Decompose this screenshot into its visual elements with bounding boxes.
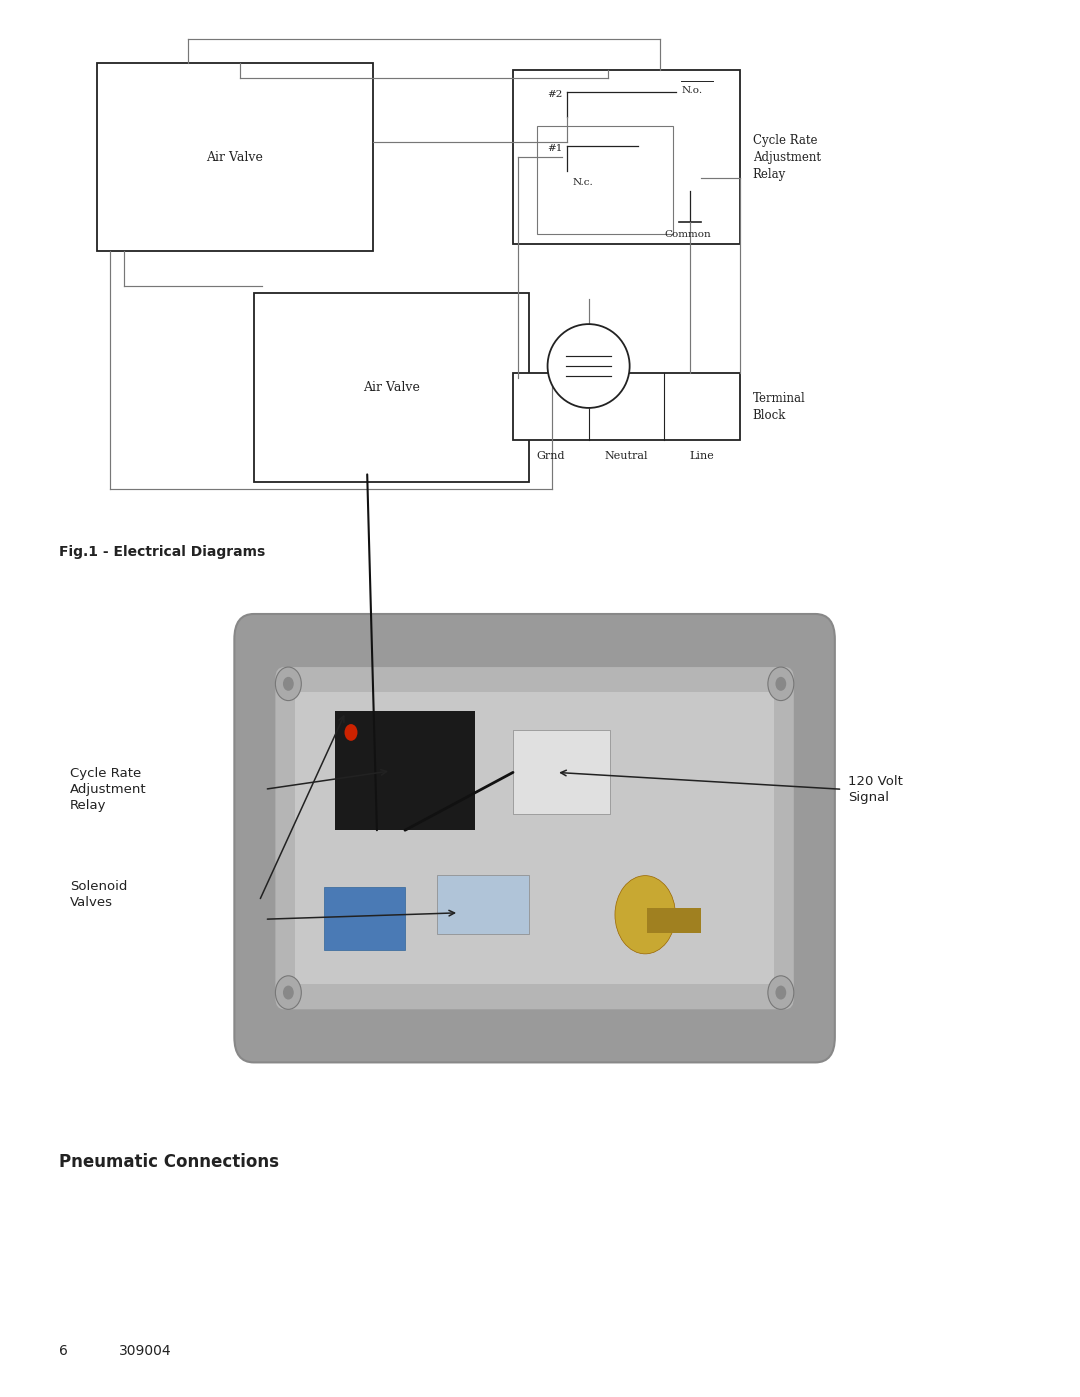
Circle shape <box>775 678 786 692</box>
Bar <box>437 875 529 933</box>
Circle shape <box>345 724 357 740</box>
Bar <box>647 908 701 933</box>
Bar <box>335 711 475 830</box>
Text: Cycle Rate
Adjustment
Relay: Cycle Rate Adjustment Relay <box>753 134 821 180</box>
FancyBboxPatch shape <box>234 615 835 1062</box>
Bar <box>97 63 373 251</box>
Text: 120 Volt
Signal: 120 Volt Signal <box>848 775 903 803</box>
Text: 6: 6 <box>59 1344 68 1358</box>
Text: Air Valve: Air Valve <box>363 381 420 394</box>
Text: Fig.1 - Electrical Diagrams: Fig.1 - Electrical Diagrams <box>59 545 266 559</box>
Circle shape <box>775 985 786 999</box>
Text: Pneumatic Connections: Pneumatic Connections <box>59 1153 280 1171</box>
Text: N.o.: N.o. <box>681 85 703 95</box>
Circle shape <box>283 985 294 999</box>
Circle shape <box>275 975 301 1009</box>
Text: Solenoid
Valves: Solenoid Valves <box>70 880 127 908</box>
Text: #1: #1 <box>548 144 563 154</box>
Circle shape <box>615 876 675 954</box>
Bar <box>513 373 740 440</box>
Bar <box>254 293 529 482</box>
Text: Line: Line <box>690 451 714 461</box>
Circle shape <box>768 975 794 1009</box>
Text: Neutral: Neutral <box>605 451 648 461</box>
Text: Air Valve: Air Valve <box>206 151 264 163</box>
Bar <box>295 692 774 983</box>
Text: 309004: 309004 <box>119 1344 172 1358</box>
Text: Grnd: Grnd <box>537 451 565 461</box>
Text: N.c.: N.c. <box>572 179 593 187</box>
Ellipse shape <box>548 324 630 408</box>
Bar <box>537 126 673 235</box>
FancyBboxPatch shape <box>275 666 794 1009</box>
Text: #2: #2 <box>548 89 563 99</box>
Bar <box>513 70 740 244</box>
Circle shape <box>283 678 294 692</box>
Text: Cycle Rate
Adjustment
Relay: Cycle Rate Adjustment Relay <box>70 767 147 812</box>
Circle shape <box>275 668 301 701</box>
Circle shape <box>768 668 794 701</box>
Bar <box>513 731 610 814</box>
Text: Common: Common <box>664 231 711 239</box>
Text: Terminal
Block: Terminal Block <box>753 391 806 422</box>
Bar <box>324 887 405 950</box>
